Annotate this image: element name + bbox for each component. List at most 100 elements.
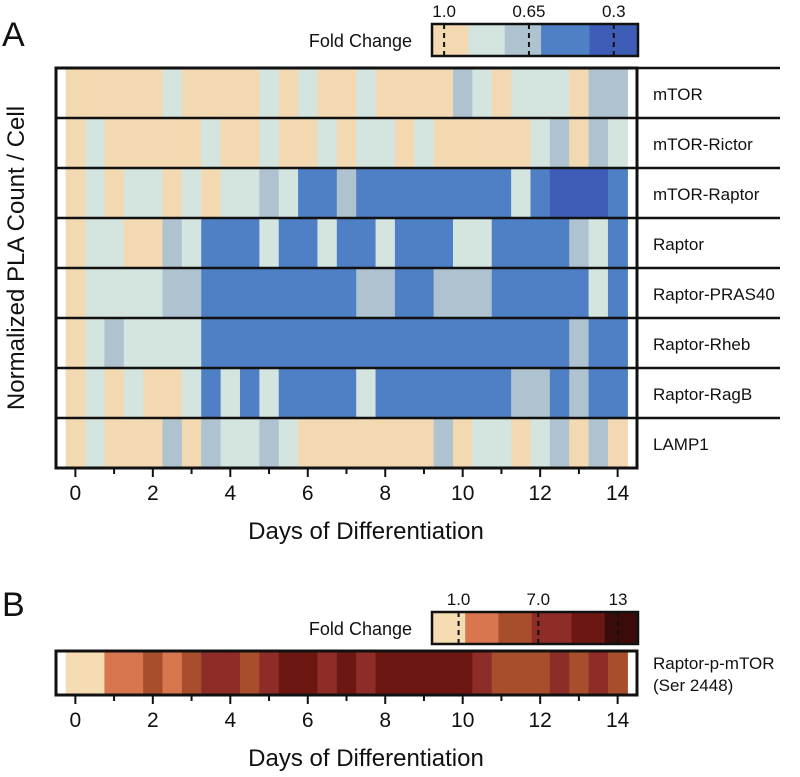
heatmap-cell (414, 318, 435, 368)
heatmap-cell (220, 118, 241, 168)
heatmap-cell (433, 418, 454, 468)
heatmap-cell (201, 651, 222, 695)
heatmap-cell (143, 218, 164, 268)
heatmap-row: Raptor-Rheb (56, 316, 780, 368)
heatmap-cell (607, 268, 628, 318)
heatmap-cell (85, 418, 106, 468)
heatmap-cell (317, 368, 338, 418)
heatmap-cell (201, 318, 222, 368)
x-tick-label: 12 (528, 482, 551, 505)
heatmap-cell (472, 118, 493, 168)
heatmap-cell (278, 268, 299, 318)
heatmap-cell (414, 68, 435, 118)
heatmap-cell (143, 651, 164, 695)
heatmap-cell (181, 318, 202, 368)
heatmap-cell (549, 118, 570, 168)
heatmap-cell (278, 68, 299, 118)
heatmap-cell (394, 168, 415, 218)
heatmap-cell (123, 118, 144, 168)
panel-b-colorbar-title: Fold Change (309, 619, 412, 639)
heatmap-cell (530, 218, 551, 268)
heatmap-cell (201, 368, 222, 418)
heatmap-cell (85, 368, 106, 418)
heatmap-cell (569, 651, 590, 695)
colorbar-tick-label: 7.0 (527, 590, 551, 609)
x-tick-label: 2 (147, 709, 159, 732)
heatmap-cell (298, 268, 319, 318)
heatmap-cell (394, 118, 415, 168)
heatmap-row: Raptor-PRAS40 (56, 266, 780, 318)
heatmap-cell (549, 318, 570, 368)
x-tick-label: 2 (147, 482, 159, 505)
heatmap-cell (394, 268, 415, 318)
heatmap-cell (588, 268, 609, 318)
heatmap-cell (336, 651, 357, 695)
colorbar-segment (498, 612, 533, 644)
heatmap-cell (181, 268, 202, 318)
heatmap-cell (511, 118, 532, 168)
heatmap-cell (104, 68, 125, 118)
colorbar-tick-label: 0.3 (602, 2, 626, 21)
heatmap-cell (298, 218, 319, 268)
heatmap-cell (433, 651, 454, 695)
panel-b-heatmap: Raptor-p-mTOR (Ser 2448) (54, 649, 775, 697)
colorbar-segment (604, 612, 639, 644)
heatmap-cell (123, 368, 144, 418)
row-label: LAMP1 (653, 435, 709, 454)
heatmap-cell (201, 68, 222, 118)
heatmap-cell (220, 318, 241, 368)
heatmap-cell (472, 418, 493, 468)
heatmap-cell (414, 651, 435, 695)
panel-a-x-axis-label: Days of Differentiation (248, 518, 484, 545)
heatmap-cell (472, 268, 493, 318)
x-tick-label: 10 (451, 709, 474, 732)
heatmap-cell (394, 418, 415, 468)
heatmap-cell (569, 418, 590, 468)
heatmap-cell (356, 418, 377, 468)
heatmap-cell (239, 168, 260, 218)
heatmap-cell (162, 418, 183, 468)
heatmap-cell (123, 418, 144, 468)
heatmap-cell (491, 168, 512, 218)
heatmap-cell (511, 268, 532, 318)
heatmap-cell (317, 651, 338, 695)
heatmap-cell (201, 268, 222, 318)
heatmap-cell (85, 268, 106, 318)
x-tick-label: 14 (606, 709, 630, 732)
heatmap-cell (453, 268, 473, 318)
x-tick-label: 4 (224, 482, 236, 505)
x-tick-label: 12 (528, 709, 551, 732)
heatmap-cell (123, 318, 144, 368)
heatmap-cell (414, 418, 435, 468)
panel-b: B Days of Differentiation Fold Change 1.… (2, 586, 775, 772)
heatmap-cell (569, 318, 590, 368)
heatmap-cell (317, 168, 338, 218)
heatmap-cell (394, 218, 415, 268)
heatmap-cell (375, 318, 396, 368)
heatmap-cell (453, 318, 473, 368)
heatmap-cell (65, 168, 86, 218)
heatmap-cell (336, 68, 357, 118)
heatmap-cell (181, 68, 202, 118)
heatmap-cell (375, 368, 396, 418)
heatmap-cell (530, 368, 551, 418)
heatmap-cell (317, 68, 338, 118)
heatmap-cell (375, 168, 396, 218)
heatmap-cell (239, 268, 260, 318)
heatmap-cell (453, 651, 473, 695)
heatmap-cell (433, 218, 454, 268)
heatmap-cell (278, 118, 299, 168)
heatmap-cell (588, 418, 609, 468)
heatmap-cell (239, 651, 260, 695)
heatmap-cell (607, 418, 628, 468)
heatmap-cell (65, 118, 86, 168)
heatmap-cell (549, 368, 570, 418)
panel-a-label: A (2, 16, 25, 54)
colorbar-tick-label: 1.0 (447, 590, 471, 609)
heatmap-cell (511, 368, 532, 418)
heatmap-cell (433, 368, 454, 418)
heatmap-cell (65, 318, 86, 368)
heatmap-cell (220, 218, 241, 268)
row-label: mTOR (653, 85, 703, 104)
heatmap-cell (375, 118, 396, 168)
